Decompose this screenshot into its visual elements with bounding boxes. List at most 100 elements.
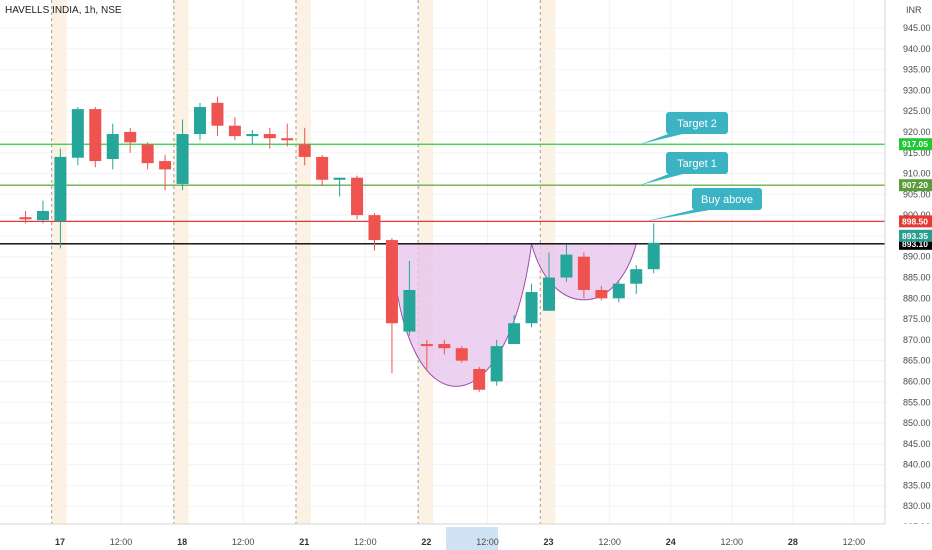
candle-body	[159, 161, 172, 170]
price-tick-label: 860.00	[903, 376, 931, 386]
candle-body	[630, 269, 643, 284]
time-tick-label: 12:00	[232, 537, 255, 547]
candle-body	[19, 217, 32, 220]
callout-box	[666, 112, 728, 134]
callout[interactable]: Target 2	[640, 112, 728, 145]
candle	[106, 123, 119, 170]
candle-body	[263, 134, 276, 139]
price-tag-label: 917.05	[902, 139, 928, 149]
price-tick-label: 930.00	[903, 85, 931, 95]
candle-body	[473, 368, 486, 390]
callout[interactable]: Buy above	[645, 188, 762, 222]
candle-body	[368, 215, 381, 241]
price-tag-buy: 898.50	[899, 215, 932, 228]
candle-body	[543, 277, 555, 311]
candle-body	[595, 289, 608, 299]
price-tag-last: 893.35	[899, 229, 932, 242]
candle	[490, 339, 503, 386]
candle-body	[420, 344, 433, 347]
time-axis-ticks: 17 12:00 18 12:00 21 12:00 22 12:00 23 12:00 24 12:…	[55, 537, 865, 547]
price-axis-background[interactable]	[885, 0, 932, 524]
candle	[368, 213, 381, 251]
time-tick-label: 28	[788, 537, 798, 547]
price-tick-label: 880.00	[903, 293, 931, 303]
price-tick-label: 920.00	[903, 127, 931, 137]
price-tick-label: 850.00	[903, 418, 931, 428]
candle-body	[525, 292, 538, 324]
callout[interactable]: Target 1	[640, 152, 728, 186]
time-tick-label: 12:00	[598, 537, 621, 547]
price-tag-box	[899, 215, 932, 228]
session-band	[51, 0, 67, 524]
candle	[246, 129, 259, 145]
price-tick-label: 935.00	[903, 65, 931, 75]
price-tick-label: 890.00	[903, 252, 931, 262]
candle	[89, 107, 102, 168]
candle	[228, 117, 241, 141]
time-tick-label: 22	[421, 537, 431, 547]
candle-body	[124, 131, 137, 143]
callout-text: Target 1	[677, 158, 717, 170]
candle	[525, 283, 538, 328]
time-tick-label: 23	[544, 537, 554, 547]
candle	[420, 339, 433, 369]
session-band	[173, 0, 189, 524]
candle	[194, 102, 206, 141]
price-tick-label: 870.00	[903, 335, 931, 345]
candle	[647, 223, 660, 274]
candle	[124, 127, 137, 153]
price-tick-label: 940.00	[903, 44, 931, 54]
time-tick-label: 12:00	[721, 537, 744, 547]
candle	[211, 96, 224, 137]
price-tag-label: 893.10	[902, 239, 928, 249]
candle-body	[385, 240, 398, 324]
candle	[455, 346, 468, 363]
callout-text: Buy above	[701, 194, 753, 206]
candle	[385, 237, 398, 374]
candle	[333, 177, 346, 197]
price-tag-box	[899, 138, 932, 151]
candle	[560, 244, 573, 282]
candle	[36, 200, 49, 224]
candle-body	[438, 344, 451, 349]
candle	[176, 119, 189, 191]
candle	[543, 252, 555, 311]
candle	[595, 285, 608, 301]
time-tick-label: 12:00	[110, 537, 133, 547]
candle	[54, 148, 67, 249]
candle	[630, 265, 643, 295]
time-tick-label: 18	[177, 537, 187, 547]
candle-body	[176, 134, 189, 184]
callout-text: Target 2	[677, 118, 717, 130]
candle-body	[36, 210, 49, 221]
time-tick-label: 24	[666, 537, 676, 547]
price-tick-label: 945.00	[903, 23, 931, 33]
price-tick-label: 885.00	[903, 273, 931, 283]
candle	[316, 154, 329, 187]
candle-body	[333, 177, 346, 180]
price-tick-label: 855.00	[903, 397, 931, 407]
callout-box	[666, 152, 728, 174]
candle	[281, 123, 294, 147]
candle	[71, 107, 84, 166]
candle-body	[246, 134, 259, 137]
candle-body	[298, 144, 311, 157]
candle-body	[106, 134, 119, 159]
price-tick-label: 845.00	[903, 439, 931, 449]
candle-body	[612, 283, 625, 299]
candle-body	[228, 125, 241, 137]
candle	[403, 260, 416, 336]
price-tag-box	[899, 229, 932, 242]
price-tag-target2: 917.05	[899, 138, 932, 151]
price-tick-label: 835.00	[903, 480, 931, 490]
price-tick-label: 830.00	[903, 501, 931, 511]
currency-label: INR	[906, 5, 922, 15]
candle-body	[508, 323, 521, 345]
price-tick-label: 925.00	[903, 106, 931, 116]
candle-body	[351, 177, 364, 216]
price-tick-label: 875.00	[903, 314, 931, 324]
candle-body	[211, 102, 224, 126]
candle	[438, 339, 451, 355]
